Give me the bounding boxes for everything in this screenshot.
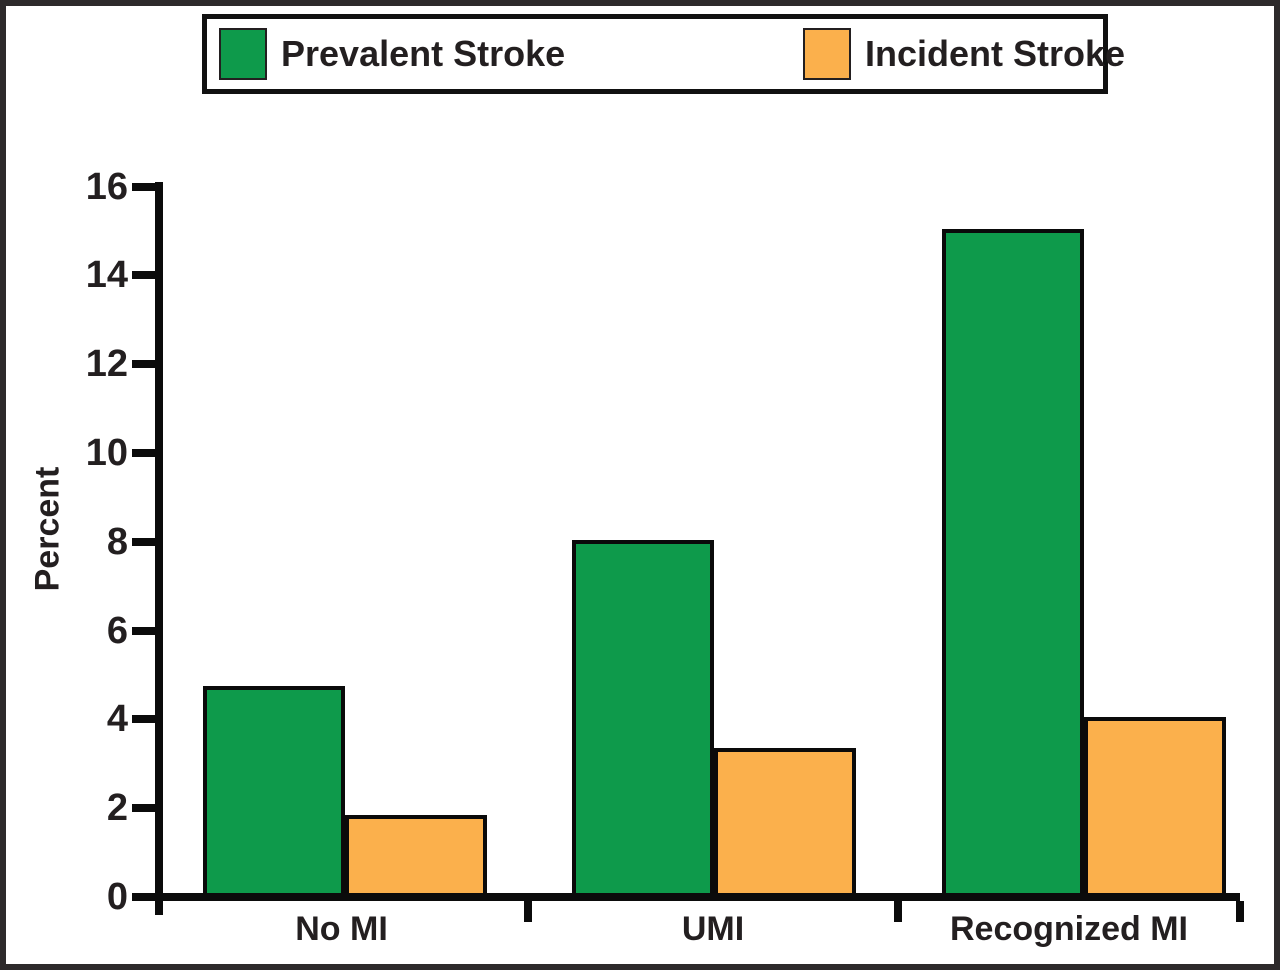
bar-incident-stroke-no-mi bbox=[345, 815, 487, 901]
y-tick-label-4: 4 bbox=[106, 698, 128, 741]
bar-prevalent-stroke-recognized-mi bbox=[942, 229, 1084, 901]
x-category-label-recognized-mi: Recognized MI bbox=[949, 910, 1189, 948]
y-tick-4 bbox=[132, 715, 155, 724]
x-tick-1 bbox=[524, 901, 532, 922]
y-axis-line bbox=[155, 182, 163, 915]
x-tick-2 bbox=[894, 901, 902, 922]
legend-swatch-prevalent-stroke bbox=[219, 28, 267, 80]
x-tick-3 bbox=[1236, 901, 1244, 922]
y-tick-16 bbox=[132, 182, 155, 191]
y-tick-10 bbox=[132, 449, 155, 457]
y-tick-label-16: 16 bbox=[85, 165, 128, 208]
legend-item-incident-stroke: Incident Stroke bbox=[803, 19, 1125, 89]
legend-label-prevalent-stroke: Prevalent Stroke bbox=[281, 33, 566, 74]
legend-swatch-incident-stroke bbox=[803, 28, 851, 80]
y-tick-8 bbox=[132, 537, 155, 546]
chart-legend: Prevalent Stroke Incident Stroke bbox=[202, 14, 1125, 94]
bar-incident-stroke-umi bbox=[714, 748, 856, 901]
y-tick-label-10: 10 bbox=[85, 432, 128, 474]
y-tick-label-2: 2 bbox=[106, 787, 128, 830]
y-tick-label-6: 6 bbox=[106, 609, 128, 652]
y-tick-6 bbox=[132, 626, 155, 635]
y-tick-label-8: 8 bbox=[106, 520, 128, 563]
x-category-label-umi: UMI bbox=[681, 910, 745, 948]
y-tick-2 bbox=[132, 804, 155, 813]
x-category-label-no-mi: No MI bbox=[295, 910, 388, 948]
y-tick-0 bbox=[132, 893, 155, 901]
legend-label-incident-stroke: Incident Stroke bbox=[865, 33, 1126, 74]
y-tick-label-14: 14 bbox=[85, 254, 128, 297]
y-tick-label-12: 12 bbox=[85, 343, 128, 386]
y-tick-label-0: 0 bbox=[106, 876, 128, 918]
y-tick-14 bbox=[132, 271, 155, 280]
y-tick-12 bbox=[132, 360, 155, 369]
legend-item-prevalent-stroke: Prevalent Stroke bbox=[219, 19, 565, 89]
x-axis-line bbox=[155, 893, 1240, 901]
bar-incident-stroke-recognized-mi bbox=[1084, 717, 1226, 901]
bar-prevalent-stroke-no-mi bbox=[203, 686, 345, 901]
bar-prevalent-stroke-umi bbox=[572, 540, 714, 901]
